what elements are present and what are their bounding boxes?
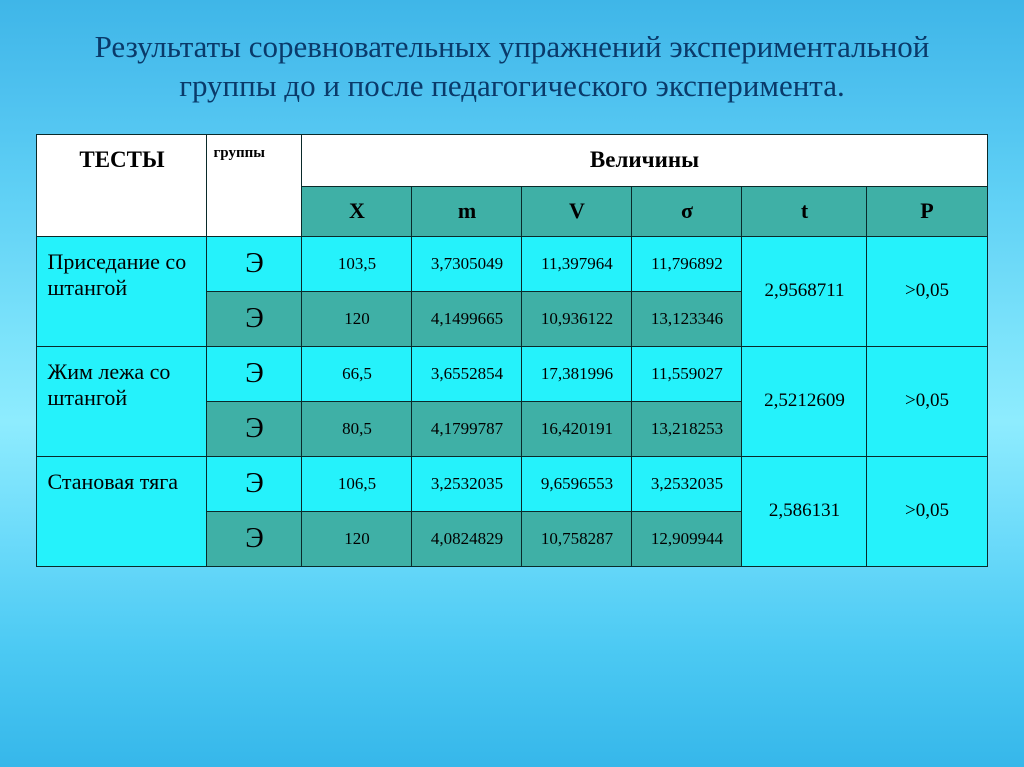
hdr-v: V [522, 186, 632, 236]
slide: { "title": "Результаты соревновательных … [0, 0, 1024, 767]
val-v: 17,381996 [522, 346, 632, 401]
group-cell: Э [207, 346, 302, 401]
test-label: Приседание со штангой [37, 236, 207, 346]
val-v: 16,420191 [522, 401, 632, 456]
table-row: Приседание со штангой Э 103,5 3,7305049 … [37, 236, 987, 291]
val-sigma: 11,796892 [632, 236, 742, 291]
val-m: 3,6552854 [412, 346, 522, 401]
val-t: 2,5212609 [742, 346, 867, 456]
hdr-tests: ТЕСТЫ [37, 134, 207, 236]
val-m: 4,1799787 [412, 401, 522, 456]
val-x: 66,5 [302, 346, 412, 401]
test-label: Жим лежа со штангой [37, 346, 207, 456]
val-sigma: 3,2532035 [632, 456, 742, 511]
hdr-t: t [742, 186, 867, 236]
val-sigma: 12,909944 [632, 511, 742, 566]
val-t: 2,586131 [742, 456, 867, 566]
val-x: 106,5 [302, 456, 412, 511]
val-p: >0,05 [867, 346, 987, 456]
val-x: 120 [302, 511, 412, 566]
hdr-groups: группы [207, 134, 302, 236]
val-v: 10,758287 [522, 511, 632, 566]
val-v: 10,936122 [522, 291, 632, 346]
table-row: Жим лежа со штангой Э 66,5 3,6552854 17,… [37, 346, 987, 401]
val-x: 120 [302, 291, 412, 346]
group-cell: Э [207, 291, 302, 346]
group-cell: Э [207, 236, 302, 291]
val-v: 9,6596553 [522, 456, 632, 511]
results-table: ТЕСТЫ группы Величины X m V σ t P Присед… [36, 134, 987, 567]
slide-title: Результаты соревновательных упражнений э… [62, 28, 962, 106]
group-cell: Э [207, 511, 302, 566]
val-p: >0,05 [867, 456, 987, 566]
hdr-x: X [302, 186, 412, 236]
val-x: 80,5 [302, 401, 412, 456]
val-m: 3,2532035 [412, 456, 522, 511]
table-row: Становая тяга Э 106,5 3,2532035 9,659655… [37, 456, 987, 511]
val-m: 3,7305049 [412, 236, 522, 291]
val-p: >0,05 [867, 236, 987, 346]
val-v: 11,397964 [522, 236, 632, 291]
test-label: Становая тяга [37, 456, 207, 566]
val-sigma: 13,123346 [632, 291, 742, 346]
val-t: 2,9568711 [742, 236, 867, 346]
val-sigma: 11,559027 [632, 346, 742, 401]
hdr-sigma: σ [632, 186, 742, 236]
group-cell: Э [207, 401, 302, 456]
hdr-m: m [412, 186, 522, 236]
hdr-magnitudes: Величины [302, 134, 987, 186]
val-m: 4,0824829 [412, 511, 522, 566]
hdr-p: P [867, 186, 987, 236]
header-row-1: ТЕСТЫ группы Величины [37, 134, 987, 186]
val-m: 4,1499665 [412, 291, 522, 346]
val-sigma: 13,218253 [632, 401, 742, 456]
val-x: 103,5 [302, 236, 412, 291]
group-cell: Э [207, 456, 302, 511]
